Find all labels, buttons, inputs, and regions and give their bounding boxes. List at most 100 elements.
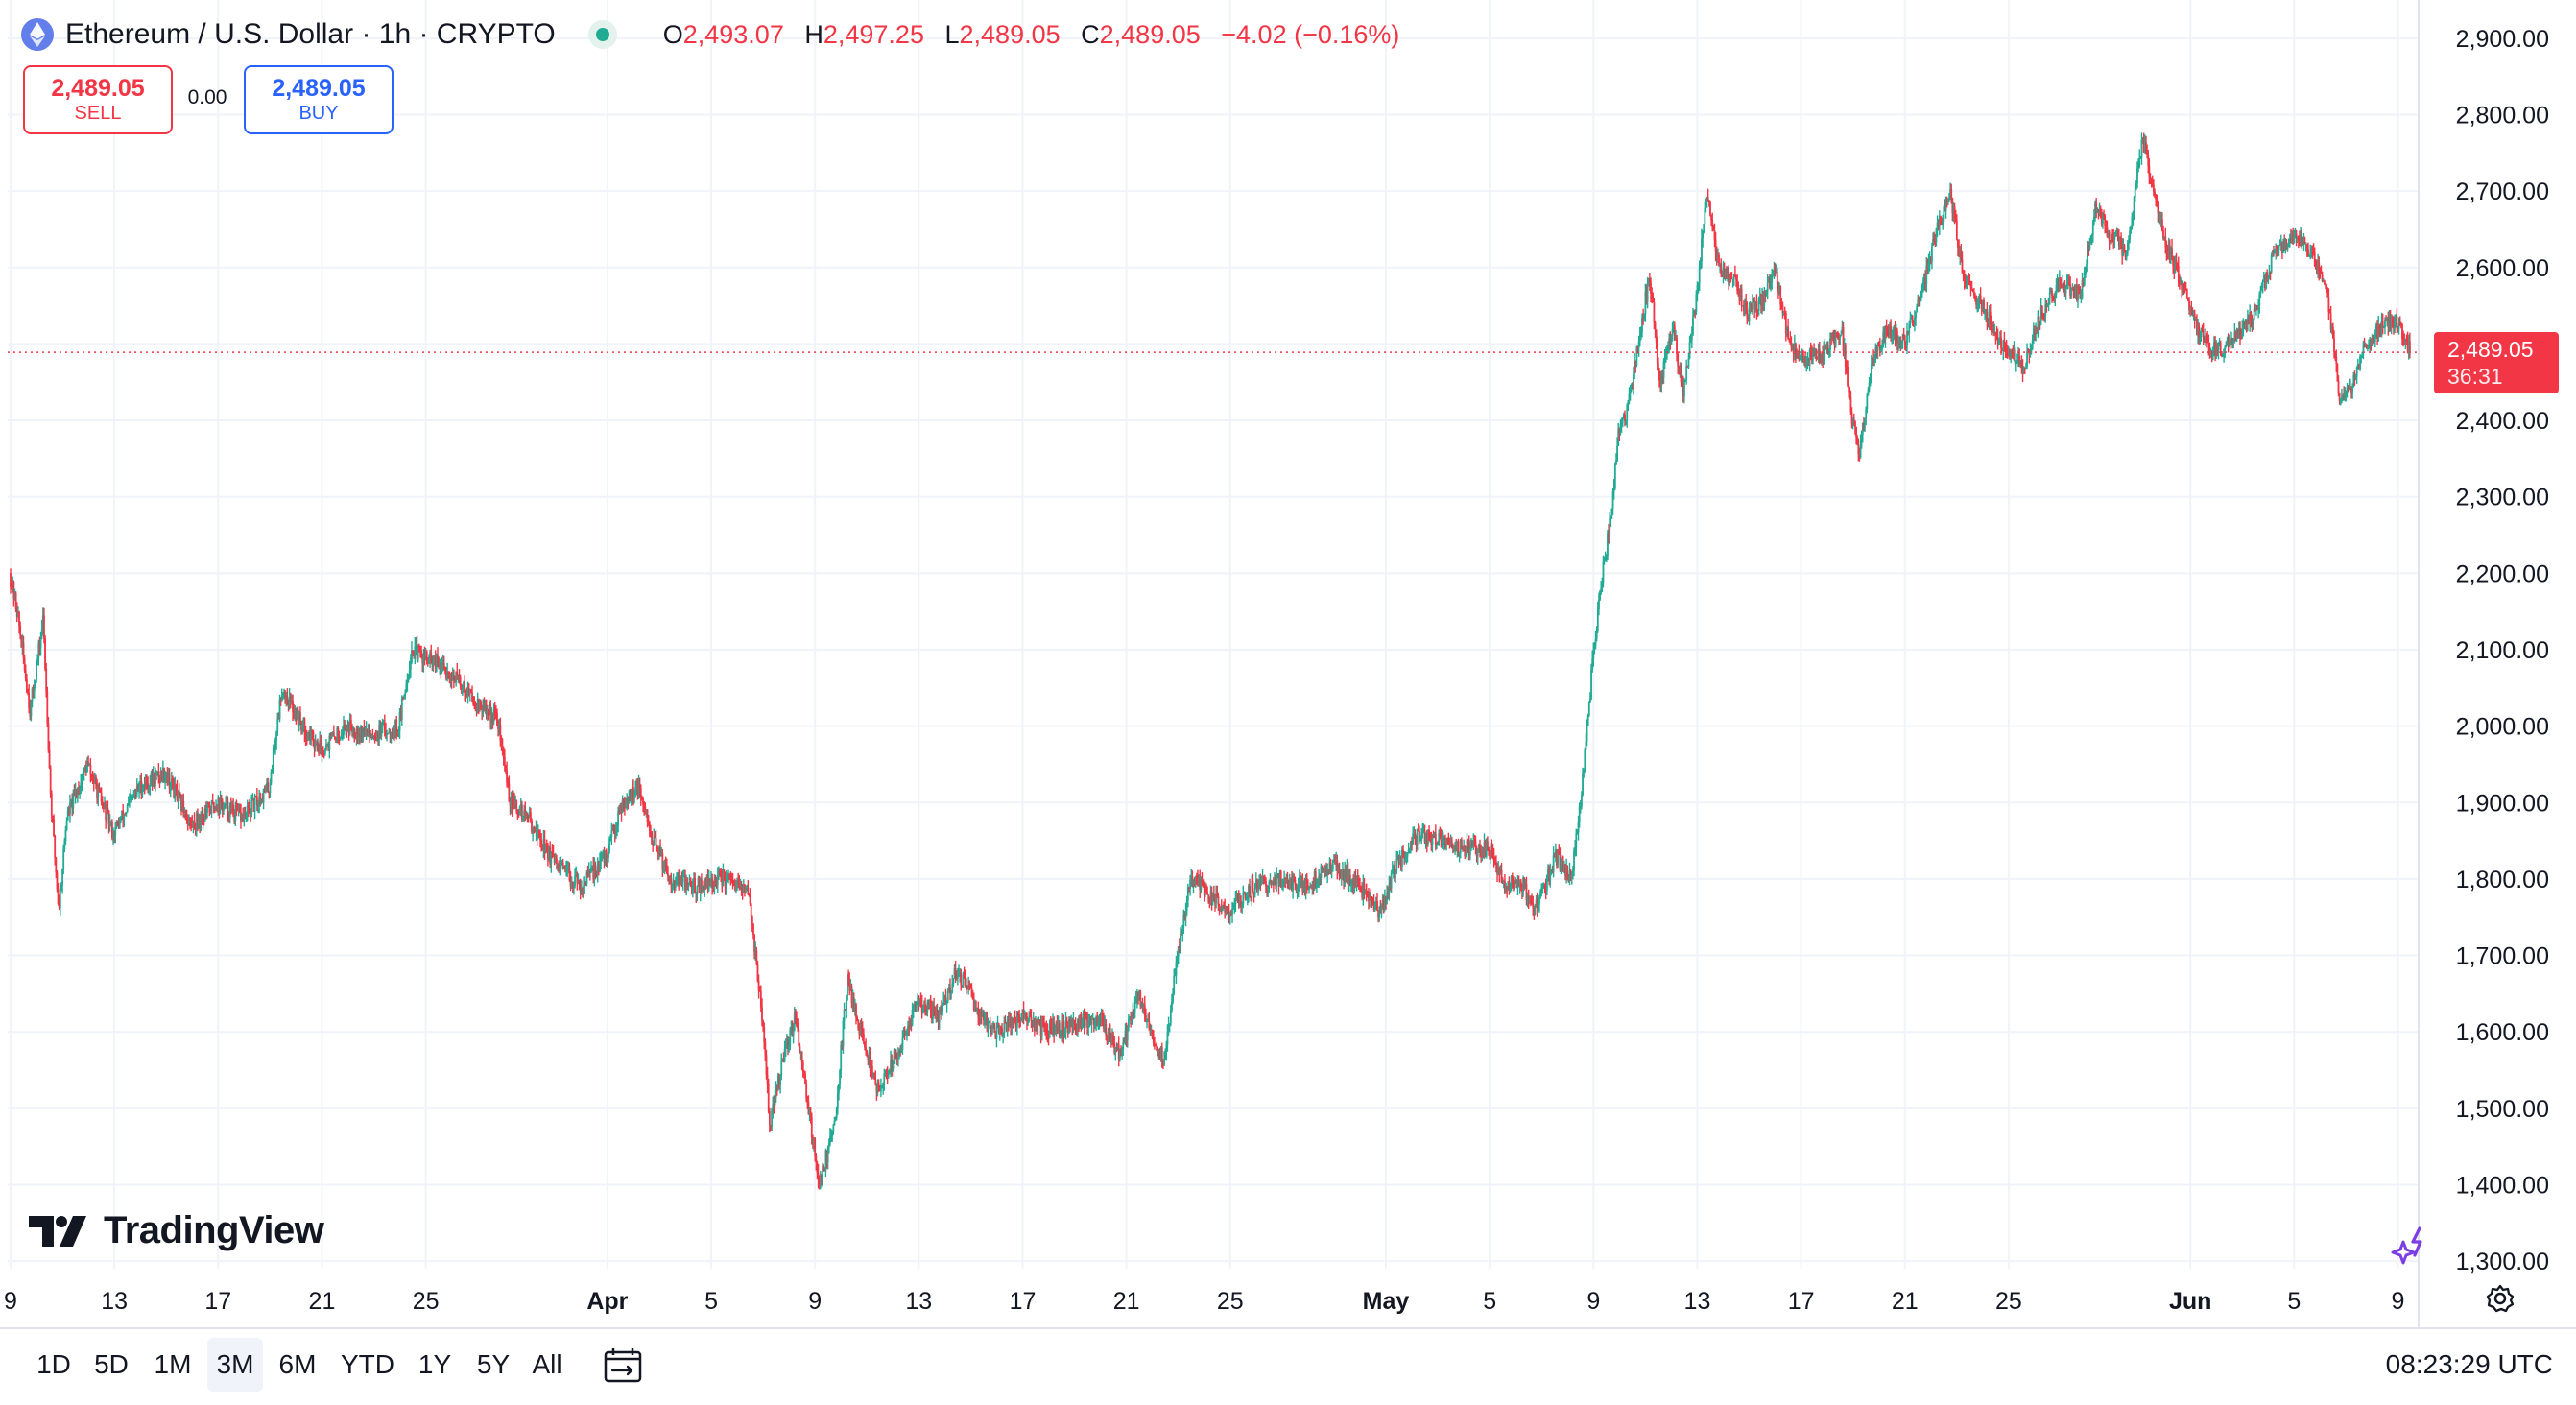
candle-body [594,864,597,872]
candle-body [2042,315,2044,317]
candle-body [1198,879,1201,886]
candle-body [1711,220,1714,228]
price-axis[interactable]: 1,300.001,400.001,500.001,600.001,700.00… [2456,26,2549,1275]
candle-body [1808,350,1811,366]
gear-icon[interactable] [2486,1284,2515,1318]
candle-body [526,812,529,817]
candle-body [2120,237,2122,244]
timeframe-3m[interactable]: 3M [207,1338,263,1392]
candle-body [1774,269,1777,273]
candle-body [245,812,248,816]
candle-body [223,804,225,812]
candle-body [842,1020,845,1047]
candle-body [1397,856,1400,864]
candle-body [175,784,178,790]
timeframe-ytd[interactable]: YTD [341,1349,394,1379]
candle-body [1072,1020,1075,1029]
candle-body [2070,289,2073,297]
candle-body [2158,213,2160,223]
timeframe-5d[interactable]: 5D [94,1349,129,1379]
candle-body [64,829,67,842]
candle-body [1974,295,1976,297]
candle-body [394,725,395,732]
candle-body [569,880,572,887]
candle-body [87,761,90,766]
candle-body [1791,346,1794,349]
candle-body [1898,340,1901,345]
candle-body [2262,280,2265,282]
candle-body [524,810,527,816]
candle-body [1556,849,1558,866]
sell-button[interactable]: 2,489.05 SELL [23,65,173,134]
utc-clock[interactable]: 08:23:29 UTC [2385,1349,2553,1379]
candle-body [1602,561,1605,583]
time-axis[interactable]: 9 13 17 21 25 Apr 5 9 13 17 21 25 May 5 9 13 17 21 25 Jun 5 9 [4,1288,2404,1315]
candle-body [720,873,723,878]
tradingview-logo[interactable]: TradingView [29,1209,324,1252]
candle-body [2031,340,2034,349]
candle-body [55,857,58,873]
candle-body [1832,333,1835,338]
candle-body [1048,1023,1051,1037]
candle-body [2014,349,2016,365]
candle-body [2013,349,2015,355]
candle-body [263,788,266,793]
timeframe-1d[interactable]: 1D [36,1349,71,1379]
candle-body [24,670,27,679]
candle-body [2182,283,2185,288]
candle-body [1000,1026,1002,1029]
candle-body [1936,223,1939,229]
timeframe-all[interactable]: All [532,1349,562,1379]
timeframe-6m[interactable]: 6M [278,1349,317,1379]
calendar-range-icon[interactable] [603,1347,645,1389]
candle-body [533,829,536,832]
candle-body [2276,245,2278,249]
candle-body [1270,881,1273,884]
candle-body [1151,1029,1154,1039]
candle-body [1951,198,1954,214]
candle-body [2114,234,2117,237]
candle-body [736,880,738,883]
market-status-dot[interactable] [587,20,617,49]
candle-body [1112,1036,1115,1045]
candle-body [184,814,187,820]
candle-body [1296,888,1299,891]
candle-body [855,1004,857,1017]
candle-body [83,768,86,770]
candle-body [2396,316,2398,328]
candle-body [161,767,164,780]
candle-body [1975,295,1978,305]
timeframe-1y[interactable]: 1Y [417,1349,452,1379]
candle-body [2072,287,2075,290]
candle-body [2082,280,2085,285]
candle-body [542,839,545,851]
candle-body [874,1079,877,1085]
candle-body [1848,385,1850,393]
candle-body [164,775,167,781]
candle-body [1926,265,1929,273]
candle-body [847,976,848,1000]
candle-body [1705,202,1707,208]
candle-body [1692,316,1694,335]
candle-body [281,693,284,696]
symbol-title[interactable]: Ethereum / U.S. Dollar · 1h · CRYPTO [65,18,556,50]
candle-body [985,1017,988,1019]
candle-body [2228,343,2230,347]
candle-body [38,643,41,648]
candle-body [560,863,562,866]
candle-body [651,831,653,845]
candle-body [2370,343,2373,345]
candle-body [1677,354,1680,367]
candle-body [1627,400,1630,406]
candle-body [1681,381,1683,383]
candle-body [672,880,675,885]
candle-body [663,865,666,869]
sparkle-icon[interactable] [2390,1225,2434,1274]
buy-button[interactable]: 2,489.05 BUY [244,65,394,134]
candle-body [1714,239,1717,252]
timeframe-5y[interactable]: 5Y [476,1349,511,1379]
candle-body [122,810,125,821]
candle-body [1928,258,1931,263]
timeframe-1m[interactable]: 1M [154,1349,192,1379]
